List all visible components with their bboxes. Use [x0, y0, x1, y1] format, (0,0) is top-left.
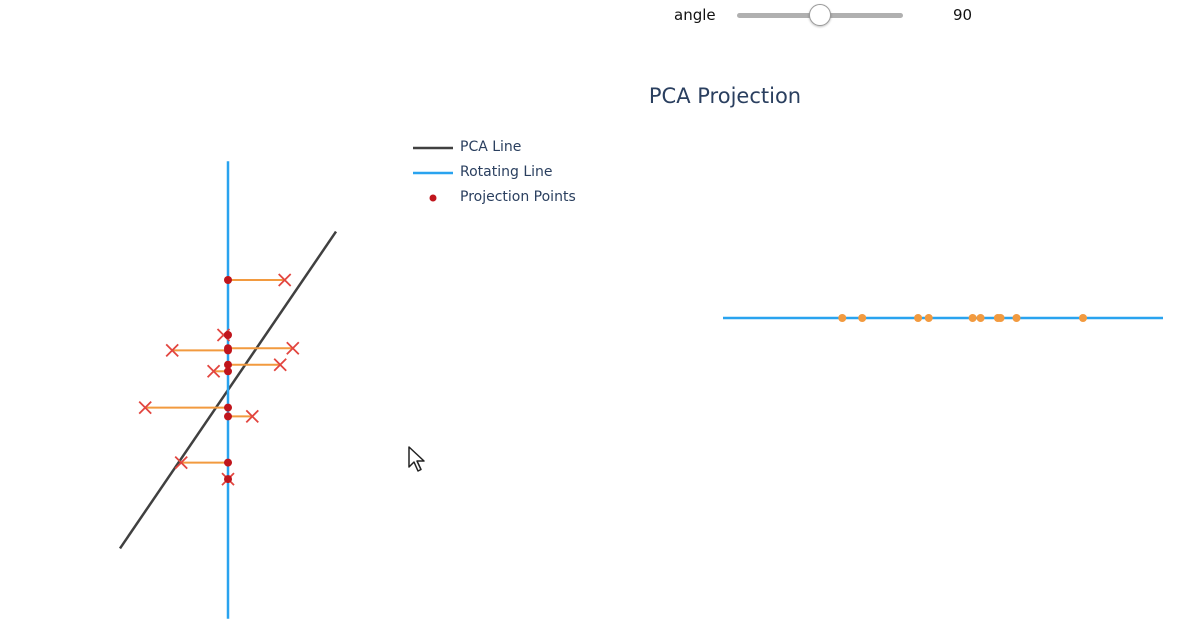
projection-point-swatch-icon [429, 194, 437, 202]
projection-point [224, 367, 232, 376]
data-point-marker [286, 341, 300, 355]
angle-slider-widget: angle 90 [0, 0, 1198, 34]
legend-item-pca-line[interactable]: PCA Line [410, 136, 630, 161]
projected-value-point [924, 314, 933, 322]
legend-label: Rotating Line [460, 164, 553, 180]
legend-label: Projection Points [460, 189, 576, 205]
data-point-marker [165, 343, 179, 358]
projected-value-point [914, 314, 923, 322]
projected-value-point [838, 314, 847, 322]
legend-item-rotating-line[interactable]: Rotating Line [410, 161, 630, 186]
projection-point [224, 475, 232, 484]
data-point-marker [278, 273, 292, 287]
data-point-marker [206, 364, 221, 378]
projected-value-point [1012, 314, 1021, 322]
legend-item-projection-points[interactable]: Projection Points [410, 186, 630, 211]
projection-point [224, 360, 232, 369]
projection-point [224, 412, 232, 421]
projected-value-point [858, 314, 867, 322]
data-point-marker [216, 328, 231, 342]
projection-point [224, 331, 232, 339]
projection-1d-layer [723, 314, 1163, 322]
data-point-marker [138, 400, 152, 415]
plot-title: PCA Projection [648, 84, 802, 108]
projection-point [224, 458, 232, 467]
mouse-pointer-icon [408, 446, 425, 472]
data-point-marker [273, 358, 287, 372]
projected-value-point [968, 314, 977, 322]
legend: PCA Line Rotating Line Projection Points [410, 136, 630, 211]
legend-label: PCA Line [460, 139, 522, 155]
projection-point [224, 276, 232, 284]
projection-point [224, 344, 232, 353]
residual-layer [145, 279, 293, 464]
projected-value-point [996, 314, 1005, 322]
angle-slider-value: 90 [953, 6, 973, 24]
projected-value-point [1079, 314, 1087, 322]
rotating-line-swatch-icon [413, 171, 453, 175]
projection-point-layer [224, 276, 232, 484]
data-point-marker [174, 455, 188, 470]
angle-slider-label: angle [674, 6, 716, 24]
projected-value-point [976, 314, 985, 322]
projection-point [224, 403, 232, 412]
data-point-marker [245, 409, 259, 424]
data-marker-layer [138, 273, 300, 486]
angle-slider-thumb[interactable] [809, 4, 831, 26]
pca-line-swatch-icon [413, 146, 453, 150]
